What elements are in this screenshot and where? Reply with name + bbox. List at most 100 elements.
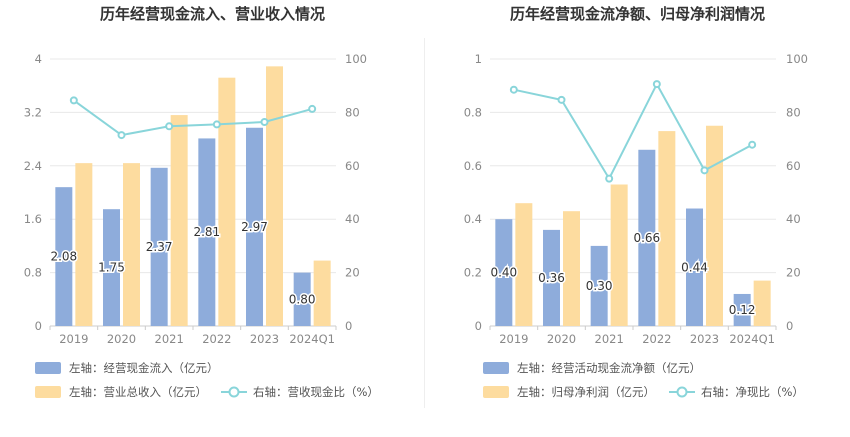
right-axis-tick-label: 40 [786, 212, 801, 226]
ratio-point [557, 95, 566, 104]
legend-net-operating-cash[interactable]: 左轴：经营活动现金流净额（亿元） [483, 360, 701, 376]
bar-secondary [563, 211, 580, 326]
bar-data-label: 0.36 [538, 271, 565, 285]
left-legend-row-2: 左轴：营业总收入（亿元） 右轴：营收现金比（%） [35, 384, 393, 400]
ratio-point [509, 85, 518, 94]
right-legend-row-2: 左轴：归母净利润（亿元） 右轴：净现比（%） [483, 384, 818, 400]
bar-secondary [313, 260, 331, 326]
left-axis-tick-label: 1 [475, 52, 482, 66]
x-axis-category-label: 2023 [250, 332, 279, 346]
left-chart-plot: 0 0 0.8 20 1.6 40 2.4 60 3.2 80 4 100 2019 2020 2021 20… [24, 52, 367, 346]
bar-data-label: 0.40 [490, 266, 517, 280]
x-axis-category-label: 2020 [547, 332, 576, 346]
legend-swatch-blue [483, 362, 509, 374]
bar-primary [686, 208, 703, 326]
bar-data-label: 2.97 [241, 220, 268, 234]
ratio-point [748, 140, 757, 149]
legend-net-profit[interactable]: 左轴：归母净利润（亿元） [483, 384, 655, 400]
left-axis-tick-label: 2.4 [24, 159, 42, 173]
right-axis-tick-label: 20 [786, 266, 801, 280]
bar-secondary [515, 203, 533, 326]
panel-divider [424, 38, 425, 408]
right-legend-row-1: 左轴：经营活动现金流净额（亿元） [483, 360, 715, 376]
bar-secondary [218, 77, 236, 326]
bar-secondary [170, 115, 188, 326]
bar-secondary [658, 131, 676, 326]
left-axis-tick-label: 4 [35, 52, 42, 66]
bar-secondary [75, 163, 93, 326]
ratio-line [513, 81, 753, 181]
left-axis-tick-label: 0.6 [464, 159, 482, 173]
bar-data-label: 0.66 [633, 231, 660, 245]
bar-data-label: 0.30 [586, 279, 613, 293]
left-axis-tick-label: 0.8 [24, 266, 42, 280]
right-axis-tick-label: 0 [786, 319, 793, 333]
ratio-point [308, 104, 317, 113]
bar-data-label: 0.80 [289, 292, 316, 306]
legend-line-marker-icon [221, 386, 247, 398]
left-axis-tick-label: 0.2 [464, 266, 482, 280]
bar-data-label: 2.81 [193, 225, 220, 239]
x-axis-category-label: 2021 [595, 332, 624, 346]
x-axis-category-label: 2022 [202, 332, 231, 346]
bar-primary [495, 219, 513, 326]
right-axis-tick-label: 0 [345, 319, 352, 333]
x-axis-category-label: 2022 [642, 332, 671, 346]
bar-secondary [266, 66, 283, 326]
legend-swatch-blue [35, 362, 61, 374]
x-axis-category-label: 2019 [59, 332, 88, 346]
legend-label: 左轴：经营现金流入（亿元） [69, 361, 219, 375]
legend-swatch-orange [35, 386, 61, 398]
ratio-line [73, 99, 313, 137]
bar-data-label: 0.12 [729, 303, 756, 317]
bar-primary [543, 229, 560, 326]
bar-primary [293, 272, 311, 326]
bar-primary [198, 138, 216, 326]
left-chart-panel: 历年经营现金流入、营业收入情况 0 0 0.8 20 1.6 40 2.4 60 3.2 80 4 1… [24, 5, 393, 400]
legend-label: 左轴：营业总收入（亿元） [69, 385, 207, 399]
legend-label: 左轴：归母净利润（亿元） [517, 385, 655, 399]
legend-cash-inflow[interactable]: 左轴：经营现金流入（亿元） [35, 360, 219, 376]
bar-secondary [706, 125, 723, 326]
ratio-point [260, 118, 269, 127]
x-axis-category-label: 2019 [499, 332, 528, 346]
x-axis-category-label: 2024Q1 [289, 332, 335, 346]
right-axis-tick-label: 60 [345, 159, 360, 173]
bar-data-label: 2.37 [146, 240, 173, 254]
x-axis-category-label: 2020 [107, 332, 136, 346]
right-axis-tick-label: 100 [345, 52, 367, 66]
right-chart-plot: 0 0 0.2 20 0.4 40 0.6 60 0.8 80 1 100 2019 2020 2021 20… [464, 52, 808, 346]
legend-net-cash-ratio[interactable]: 右轴：净现比（%） [669, 384, 804, 400]
legend-label: 右轴：营收现金比（%） [253, 385, 379, 399]
bar-primary [103, 209, 120, 326]
ratio-point [117, 131, 126, 140]
left-axis-tick-label: 0 [35, 319, 42, 333]
ratio-point [700, 166, 709, 175]
ratio-point [605, 174, 614, 183]
left-axis-tick-label: 0.4 [464, 212, 482, 226]
right-axis-tick-label: 100 [786, 52, 808, 66]
right-axis-tick-label: 80 [786, 105, 801, 119]
bar-data-label: 1.75 [98, 261, 125, 275]
bar-primary [590, 245, 608, 326]
right-axis-tick-label: 60 [786, 159, 801, 173]
ratio-point [165, 122, 174, 131]
bar-data-label: 0.44 [681, 260, 708, 274]
left-chart-title: 历年经营现金流入、营业收入情况 [99, 5, 325, 23]
legend-revenue-cash-ratio[interactable]: 右轴：营收现金比（%） [221, 384, 379, 400]
x-axis-category-label: 2024Q1 [729, 332, 775, 346]
bar-primary [55, 187, 73, 326]
x-axis-category-label: 2023 [690, 332, 719, 346]
legend-revenue[interactable]: 左轴：营业总收入（亿元） [35, 384, 207, 400]
ratio-point [212, 120, 221, 129]
bar-secondary [123, 163, 140, 326]
legend-label: 左轴：经营活动现金流净额（亿元） [517, 361, 701, 375]
bar-secondary [610, 184, 628, 326]
bar-primary [150, 167, 168, 326]
bar-data-label: 2.08 [50, 250, 77, 264]
left-axis-tick-label: 3.2 [24, 105, 42, 119]
ratio-point [652, 80, 661, 89]
bar-secondary [753, 280, 771, 326]
legend-line-marker-icon [669, 386, 695, 398]
left-axis-tick-label: 1.6 [24, 212, 42, 226]
